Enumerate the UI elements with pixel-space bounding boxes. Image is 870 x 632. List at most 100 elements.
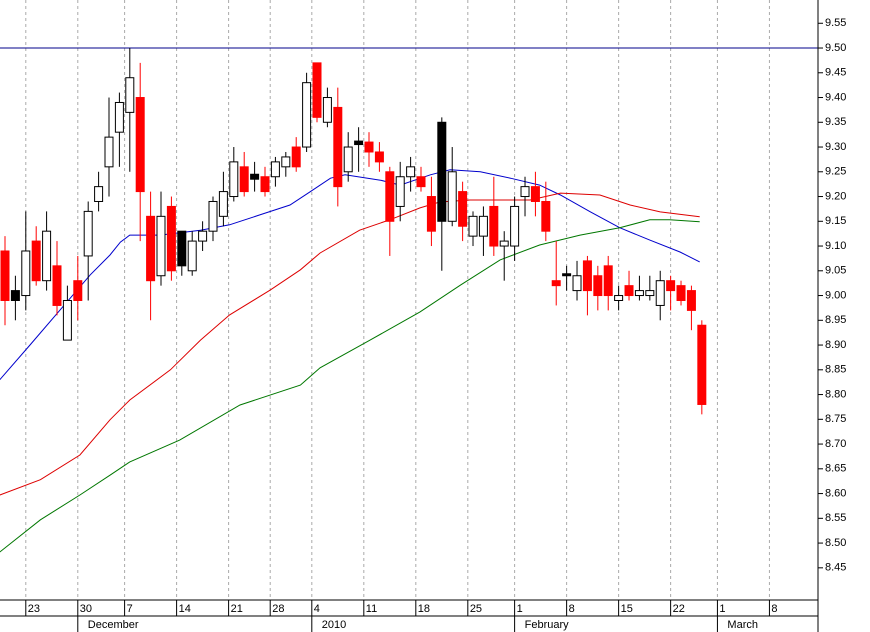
y-tick-label: 8.75: [825, 413, 846, 425]
candle-body: [603, 265, 613, 297]
x-tick-label: 1: [719, 603, 725, 615]
x-tick-label: 21: [231, 603, 243, 615]
candle-body: [499, 240, 509, 247]
candle-body: [562, 273, 572, 277]
x-tick-label: 14: [179, 603, 191, 615]
x-tick-label: 8: [771, 603, 777, 615]
candle-body: [208, 200, 218, 232]
candle-body: [374, 151, 384, 163]
candle-body: [572, 275, 582, 292]
candle-body: [250, 173, 260, 180]
y-tick-label: 8.50: [825, 537, 846, 549]
candle-body: [447, 171, 457, 222]
y-tick-label: 8.90: [825, 339, 846, 351]
candle-body: [218, 191, 228, 217]
x-tick-label: 30: [80, 603, 92, 615]
y-tick-label: 8.70: [825, 438, 846, 450]
candle-body: [582, 260, 592, 292]
candle-body: [530, 186, 540, 202]
y-tick-label: 8.85: [825, 364, 846, 376]
candle-body: [395, 176, 405, 207]
candle-body: [52, 265, 62, 306]
candle-body: [281, 156, 291, 168]
x-tick-label: 15: [621, 603, 633, 615]
candle-body: [510, 205, 520, 247]
x-tick-label: 1: [517, 603, 523, 615]
candle-body: [94, 186, 104, 202]
candle-body: [333, 106, 343, 188]
y-tick-label: 9.25: [825, 166, 846, 178]
x-tick-label: 22: [673, 603, 685, 615]
candle-body: [270, 161, 280, 178]
candle-body: [42, 230, 52, 282]
candle-body: [624, 285, 634, 297]
candle-body: [166, 205, 176, 272]
y-tick-label: 9.50: [825, 42, 846, 54]
candle-body: [260, 176, 270, 193]
candle-body: [229, 161, 239, 198]
x-tick-label: 28: [272, 603, 284, 615]
candle-body: [686, 290, 696, 311]
candle-body: [614, 295, 624, 301]
candle-body: [666, 280, 676, 292]
x-tick-label: 11: [366, 603, 377, 615]
x-tick-label: 4: [314, 603, 320, 615]
y-tick-label: 8.55: [825, 512, 846, 524]
candle-body: [478, 215, 488, 237]
candle-body: [551, 280, 561, 287]
candle-body: [354, 140, 364, 146]
candle-body: [489, 205, 499, 247]
candle-body: [343, 146, 353, 173]
candle-body: [31, 240, 41, 282]
y-tick-label: 8.95: [825, 314, 846, 326]
candle-body: [83, 210, 93, 257]
candle-body: [697, 324, 707, 405]
candle-body: [385, 171, 395, 222]
candle-body: [10, 290, 20, 301]
candle-body: [177, 230, 187, 267]
y-tick-label: 9.20: [825, 190, 846, 202]
candle-body: [426, 196, 436, 232]
candle-body: [291, 146, 301, 168]
candle-body: [73, 280, 83, 301]
candle-body: [520, 186, 530, 198]
candle-body: [468, 215, 478, 237]
candle-body: [146, 215, 156, 282]
x-tick-label: 25: [470, 603, 482, 615]
x-tick-label: 18: [418, 603, 430, 615]
y-tick-label: 9.45: [825, 67, 846, 79]
moving-average: [0, 192, 700, 496]
candle-body: [322, 97, 332, 123]
month-label: 2010: [322, 619, 346, 631]
candle-body: [156, 215, 166, 277]
y-tick-label: 9.05: [825, 265, 846, 277]
y-tick-label: 8.45: [825, 562, 846, 574]
y-tick-label: 9.35: [825, 116, 846, 128]
candle-body: [302, 82, 312, 148]
candle-body: [416, 176, 426, 188]
month-label: February: [525, 619, 570, 631]
candle-body: [676, 285, 686, 301]
y-tick-label: 8.65: [825, 463, 846, 475]
x-tick-label: 8: [569, 603, 575, 615]
candle-body: [114, 101, 124, 133]
candle-body: [406, 166, 416, 178]
candle-body: [21, 250, 31, 297]
candle-body: [634, 290, 644, 297]
candle-body: [62, 299, 72, 341]
x-tick-label: 7: [127, 603, 133, 615]
candle-body: [437, 121, 447, 222]
y-tick-label: 9.40: [825, 91, 846, 103]
candle-body: [239, 166, 249, 193]
y-tick-label: 9.15: [825, 215, 846, 227]
candle-body: [0, 250, 10, 301]
candle-body: [458, 191, 468, 227]
y-tick-label: 9.55: [825, 17, 846, 29]
x-tick-label: 23: [28, 603, 40, 615]
candle-body: [125, 77, 135, 113]
candle-body: [187, 240, 197, 272]
candle-body: [593, 275, 603, 297]
y-tick-label: 9.30: [825, 141, 846, 153]
